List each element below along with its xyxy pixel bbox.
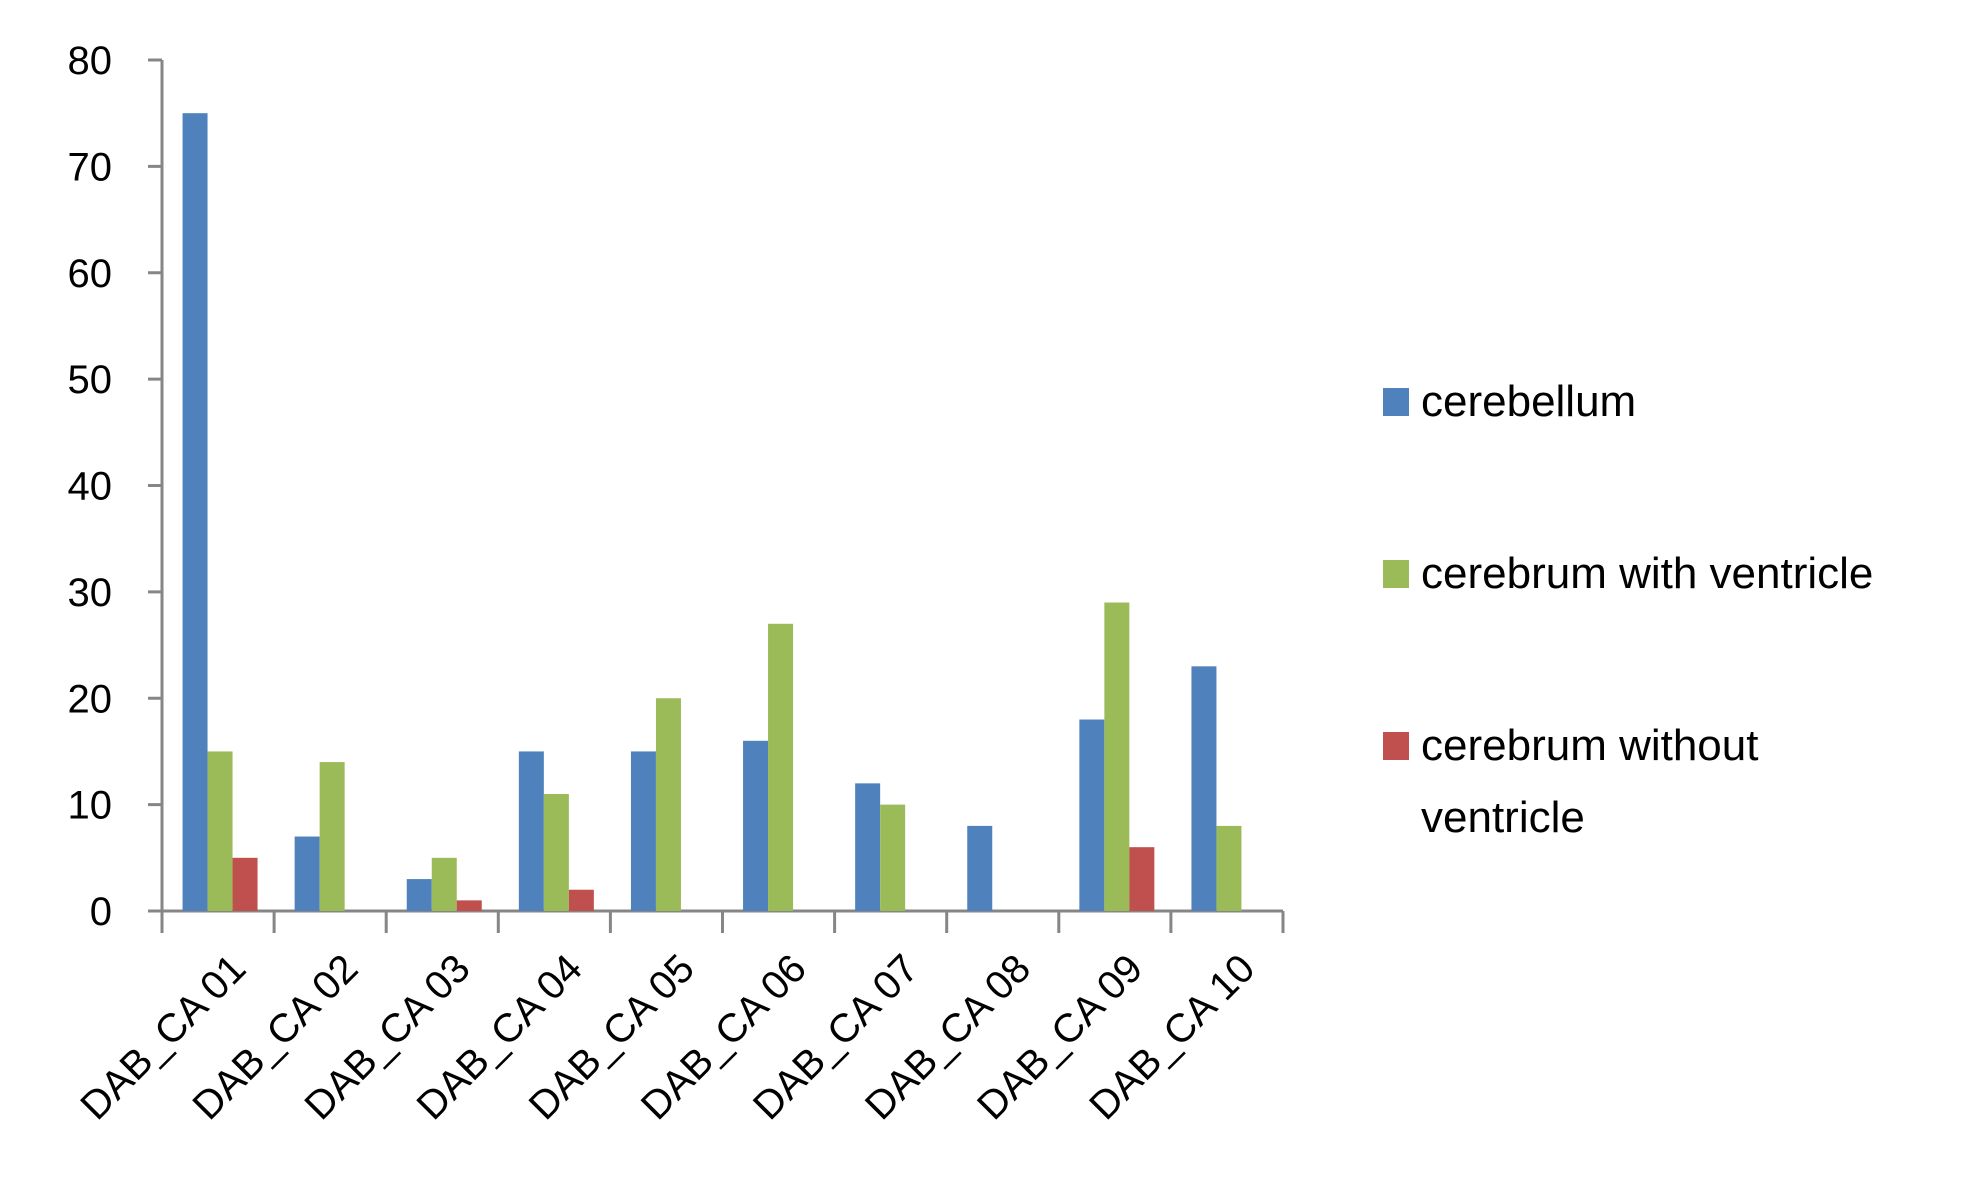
y-tick-label: 60 xyxy=(68,252,113,296)
bar-cerebrum-with-ventricle-dab-ca-07 xyxy=(880,804,906,911)
bar-cerebrum-without-ventricle-dab-ca-04 xyxy=(568,889,594,911)
bar-cerebrum-without-ventricle-dab-ca-03 xyxy=(456,900,482,911)
bar-cerebrum-without-ventricle-dab-ca-01 xyxy=(232,857,258,911)
bar-cerebrum-with-ventricle-dab-ca-04 xyxy=(543,793,569,911)
y-tick-label: 30 xyxy=(68,571,113,615)
legend-label: cerebrum without xyxy=(1421,721,1758,770)
y-tick-label: 50 xyxy=(68,358,113,402)
legend-swatch xyxy=(1383,732,1409,760)
bar-cerebellum-dab-ca-05 xyxy=(630,751,656,911)
legend-swatch xyxy=(1383,560,1409,588)
bar-cerebrum-with-ventricle-dab-ca-02 xyxy=(319,762,345,911)
bar-cerebrum-with-ventricle-dab-ca-01 xyxy=(207,751,233,911)
legend-label: ventricle xyxy=(1421,793,1585,842)
y-tick-label: 80 xyxy=(68,39,113,83)
y-tick-label: 20 xyxy=(68,677,113,721)
bar-cerebellum-dab-ca-10 xyxy=(1191,666,1217,911)
bar-cerebellum-dab-ca-08 xyxy=(967,825,993,911)
bar-cerebellum-dab-ca-01 xyxy=(182,113,208,911)
legend-label: cerebellum xyxy=(1421,377,1636,426)
bar-cerebrum-with-ventricle-dab-ca-09 xyxy=(1104,602,1130,911)
legend-label: cerebrum with ventricle xyxy=(1421,549,1873,598)
legend-swatch xyxy=(1383,388,1409,416)
bar-cerebrum-with-ventricle-dab-ca-05 xyxy=(655,698,681,911)
bar-cerebellum-dab-ca-04 xyxy=(518,751,544,911)
bar-cerebellum-dab-ca-02 xyxy=(294,836,320,911)
bars xyxy=(182,113,1242,911)
bar-cerebellum-dab-ca-03 xyxy=(406,879,432,911)
bar-cerebellum-dab-ca-07 xyxy=(855,783,881,911)
y-tick-label: 10 xyxy=(68,784,113,828)
bar-cerebrum-with-ventricle-dab-ca-06 xyxy=(768,623,794,911)
y-tick-label: 40 xyxy=(68,465,113,509)
y-tick-label: 0 xyxy=(90,890,112,934)
y-tick-label: 70 xyxy=(68,145,113,189)
bar-cerebellum-dab-ca-09 xyxy=(1079,719,1105,911)
bar-cerebrum-without-ventricle-dab-ca-09 xyxy=(1129,847,1155,911)
bar-cerebrum-with-ventricle-dab-ca-10 xyxy=(1216,825,1242,911)
bar-cerebellum-dab-ca-06 xyxy=(743,740,769,911)
legend: cerebellum cerebrum with ventricle cerebru… xyxy=(1383,377,1873,842)
bar-cerebrum-with-ventricle-dab-ca-03 xyxy=(431,857,457,911)
